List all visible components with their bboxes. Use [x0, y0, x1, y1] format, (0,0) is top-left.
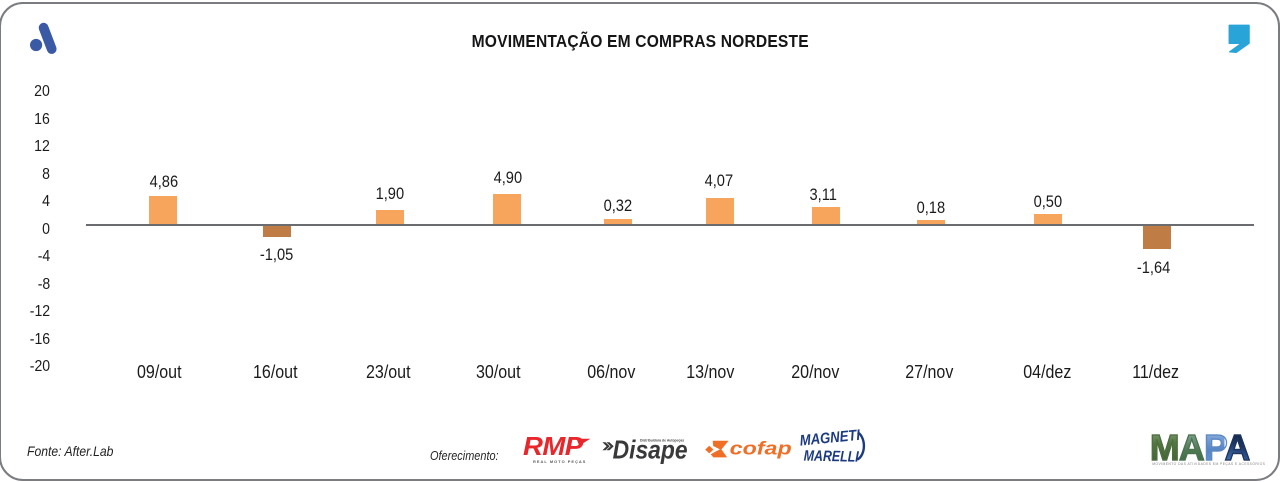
svg-text:MARELLI: MARELLI	[804, 448, 860, 466]
svg-text:cofap: cofap	[730, 439, 792, 459]
svg-text:MAGNETI: MAGNETI	[799, 427, 862, 450]
svg-text:Disape: Disape	[613, 436, 688, 464]
svg-text:Distribuidora de Autopeças: Distribuidora de Autopeças	[640, 439, 684, 443]
